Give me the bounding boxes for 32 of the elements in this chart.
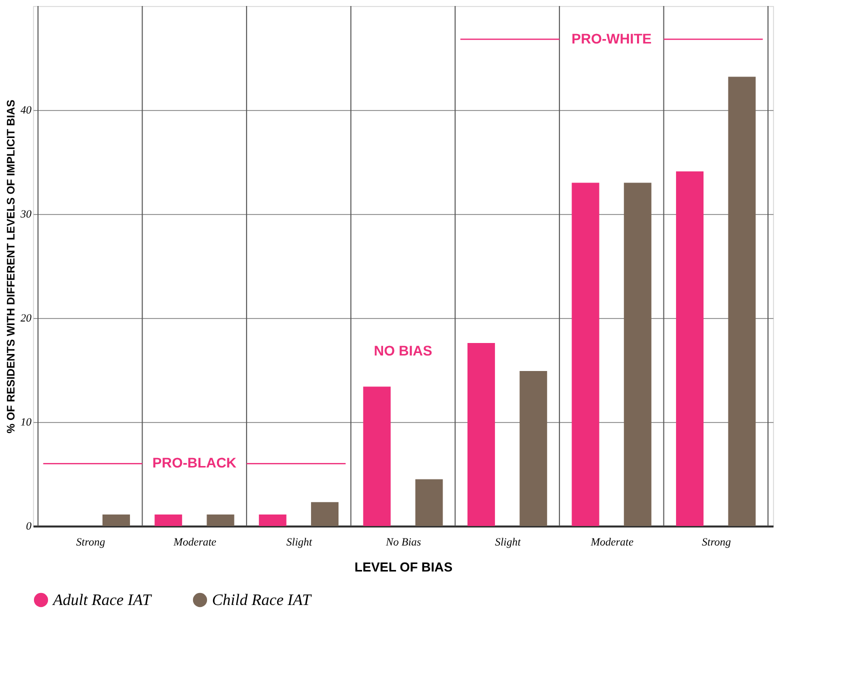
y-tick-label: 40 <box>20 104 32 116</box>
bar <box>467 342 495 526</box>
x-tick-label: No Bias <box>384 536 422 548</box>
legend-label: Child Race IAT <box>212 592 312 609</box>
annotation: NO BIAS <box>374 342 432 358</box>
bar <box>258 514 286 526</box>
bar <box>624 182 652 526</box>
bar <box>311 502 339 526</box>
bar <box>676 171 704 526</box>
annotation: PRO-BLACK <box>152 454 236 471</box>
x-tick-label: Moderate <box>590 536 634 548</box>
bar <box>102 514 130 526</box>
x-tick-label: Slight <box>494 536 522 548</box>
y-tick-label: 0 <box>26 520 32 532</box>
x-tick-label: Slight <box>286 536 313 548</box>
bar <box>520 371 548 526</box>
bar <box>415 479 443 526</box>
legend-label: Adult Race IAT <box>52 592 152 609</box>
annotation: PRO-WHITE <box>572 30 652 46</box>
x-axis-title: LEVEL OF BIAS <box>354 560 453 574</box>
x-tick-label: Strong <box>76 536 106 548</box>
y-tick-label: 10 <box>20 416 32 428</box>
bar <box>154 514 182 526</box>
bar <box>728 76 756 526</box>
x-tick-label: Moderate <box>172 536 216 548</box>
x-tick-label: Strong <box>702 536 732 548</box>
bar <box>572 182 600 526</box>
y-tick-label: 30 <box>20 208 32 220</box>
bar <box>206 514 234 526</box>
y-axis-title: % OF RESIDENTS WITH DIFFERENT LEVELS OF IMPLICIT BIAS <box>6 100 18 434</box>
bar <box>363 386 391 526</box>
y-tick-label: 20 <box>20 312 32 324</box>
